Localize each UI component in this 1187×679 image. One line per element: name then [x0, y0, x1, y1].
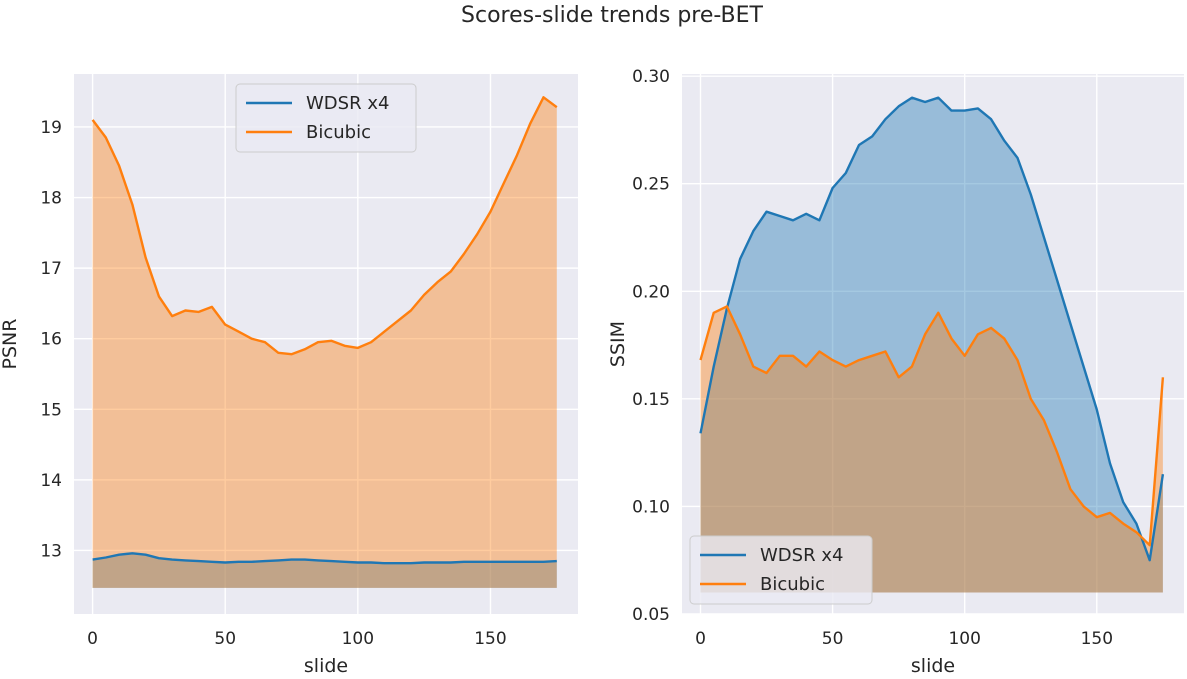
x-tick-label: 50: [822, 629, 844, 649]
x-axis-label: slide: [911, 655, 955, 677]
y-tick-label: 0.30: [632, 67, 670, 87]
y-tick-label: 0.25: [632, 175, 670, 195]
y-tick-label: 18: [40, 189, 62, 209]
x-tick-label: 0: [87, 629, 98, 649]
x-tick-label: 50: [214, 629, 236, 649]
series-line-0: [92, 552, 557, 565]
x-tick-label: 150: [474, 629, 506, 649]
series-area-1: [700, 306, 1163, 593]
x-tick-label: 100: [948, 629, 980, 649]
x-tick-label: 0: [695, 629, 706, 649]
y-tick-label: 0.10: [632, 497, 670, 517]
plot-background: [682, 74, 1184, 614]
y-axis-label: SSIM: [607, 321, 629, 367]
psnr-panel: 0 50 100 150 13 14 15 16 17 18 19 slide PSNR WDSR x4 B…: [0, 74, 578, 677]
x-axis-label: slide: [304, 655, 348, 677]
series-area-0: [700, 97, 1163, 593]
y-axis-label: PSNR: [0, 319, 21, 370]
ssim-panel: 0 50 100 150 0.05 0.10 0.15 0.20 0.25 0.30 slide SS…: [607, 67, 1184, 677]
series-line-1: [91, 96, 558, 356]
series-line-1: [699, 305, 1165, 547]
y-tick-label: 0.15: [632, 390, 670, 410]
y-tick-label: 19: [40, 118, 62, 138]
legend: WDSR x4 Bicubic: [235, 83, 417, 153]
y-tick-label: 15: [40, 400, 62, 420]
figure-title: Scores-slide trends pre-BET: [461, 3, 763, 28]
legend-label-0: WDSR x4: [306, 93, 389, 114]
y-tick-label: 13: [40, 541, 62, 561]
y-tick-label: 17: [40, 259, 62, 279]
plot-background: [74, 74, 578, 614]
y-tick-label: 0.05: [632, 605, 670, 625]
y-tick-label: 14: [40, 471, 62, 491]
legend-label-1: Bicubic: [306, 122, 371, 143]
legend-box: [689, 535, 873, 605]
legend-box: [235, 83, 417, 153]
x-tick-label: 150: [1081, 629, 1113, 649]
y-tick-label: 16: [40, 330, 62, 350]
legend: WDSR x4 Bicubic: [689, 535, 873, 605]
x-tick-label: 100: [342, 629, 374, 649]
series-line-0: [699, 96, 1165, 562]
legend-label-0: WDSR x4: [760, 545, 843, 566]
legend-label-1: Bicubic: [760, 574, 825, 595]
y-tick-label: 0.20: [632, 282, 670, 302]
